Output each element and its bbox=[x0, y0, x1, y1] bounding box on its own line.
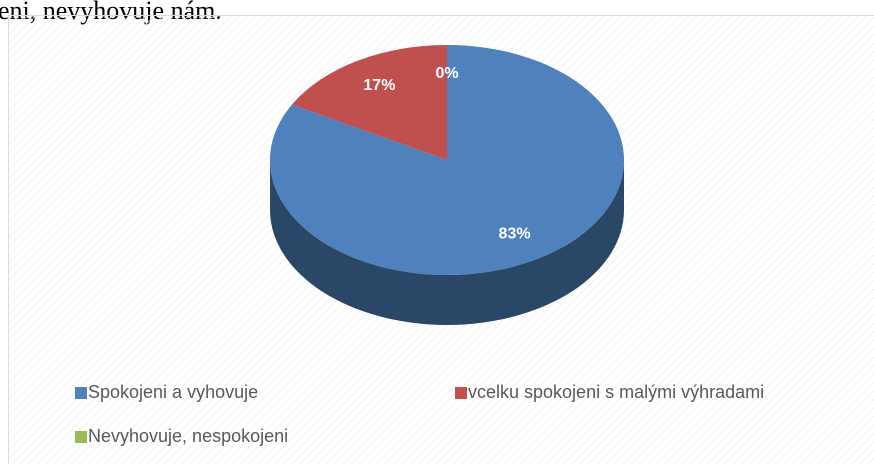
legend-swatch bbox=[75, 387, 87, 399]
data-label: 0% bbox=[435, 65, 458, 82]
data-label: 17% bbox=[363, 77, 395, 94]
legend-label: vcelku spokojeni s malými výhradami bbox=[468, 382, 764, 402]
data-label: 83% bbox=[499, 225, 531, 242]
legend-label: Nevyhovuje, nespokojeni bbox=[88, 426, 288, 446]
legend-swatch bbox=[455, 387, 467, 399]
pie-slice bbox=[269, 45, 624, 275]
legend-label: Spokojeni a vyhovuje bbox=[88, 382, 258, 402]
pie-slice bbox=[291, 45, 447, 160]
legend-swatch bbox=[75, 431, 87, 443]
chart: 83% 17% 0% Spokojeni a vyhovuje vcelku spoko… bbox=[75, 45, 764, 446]
pie-side bbox=[270, 160, 624, 325]
